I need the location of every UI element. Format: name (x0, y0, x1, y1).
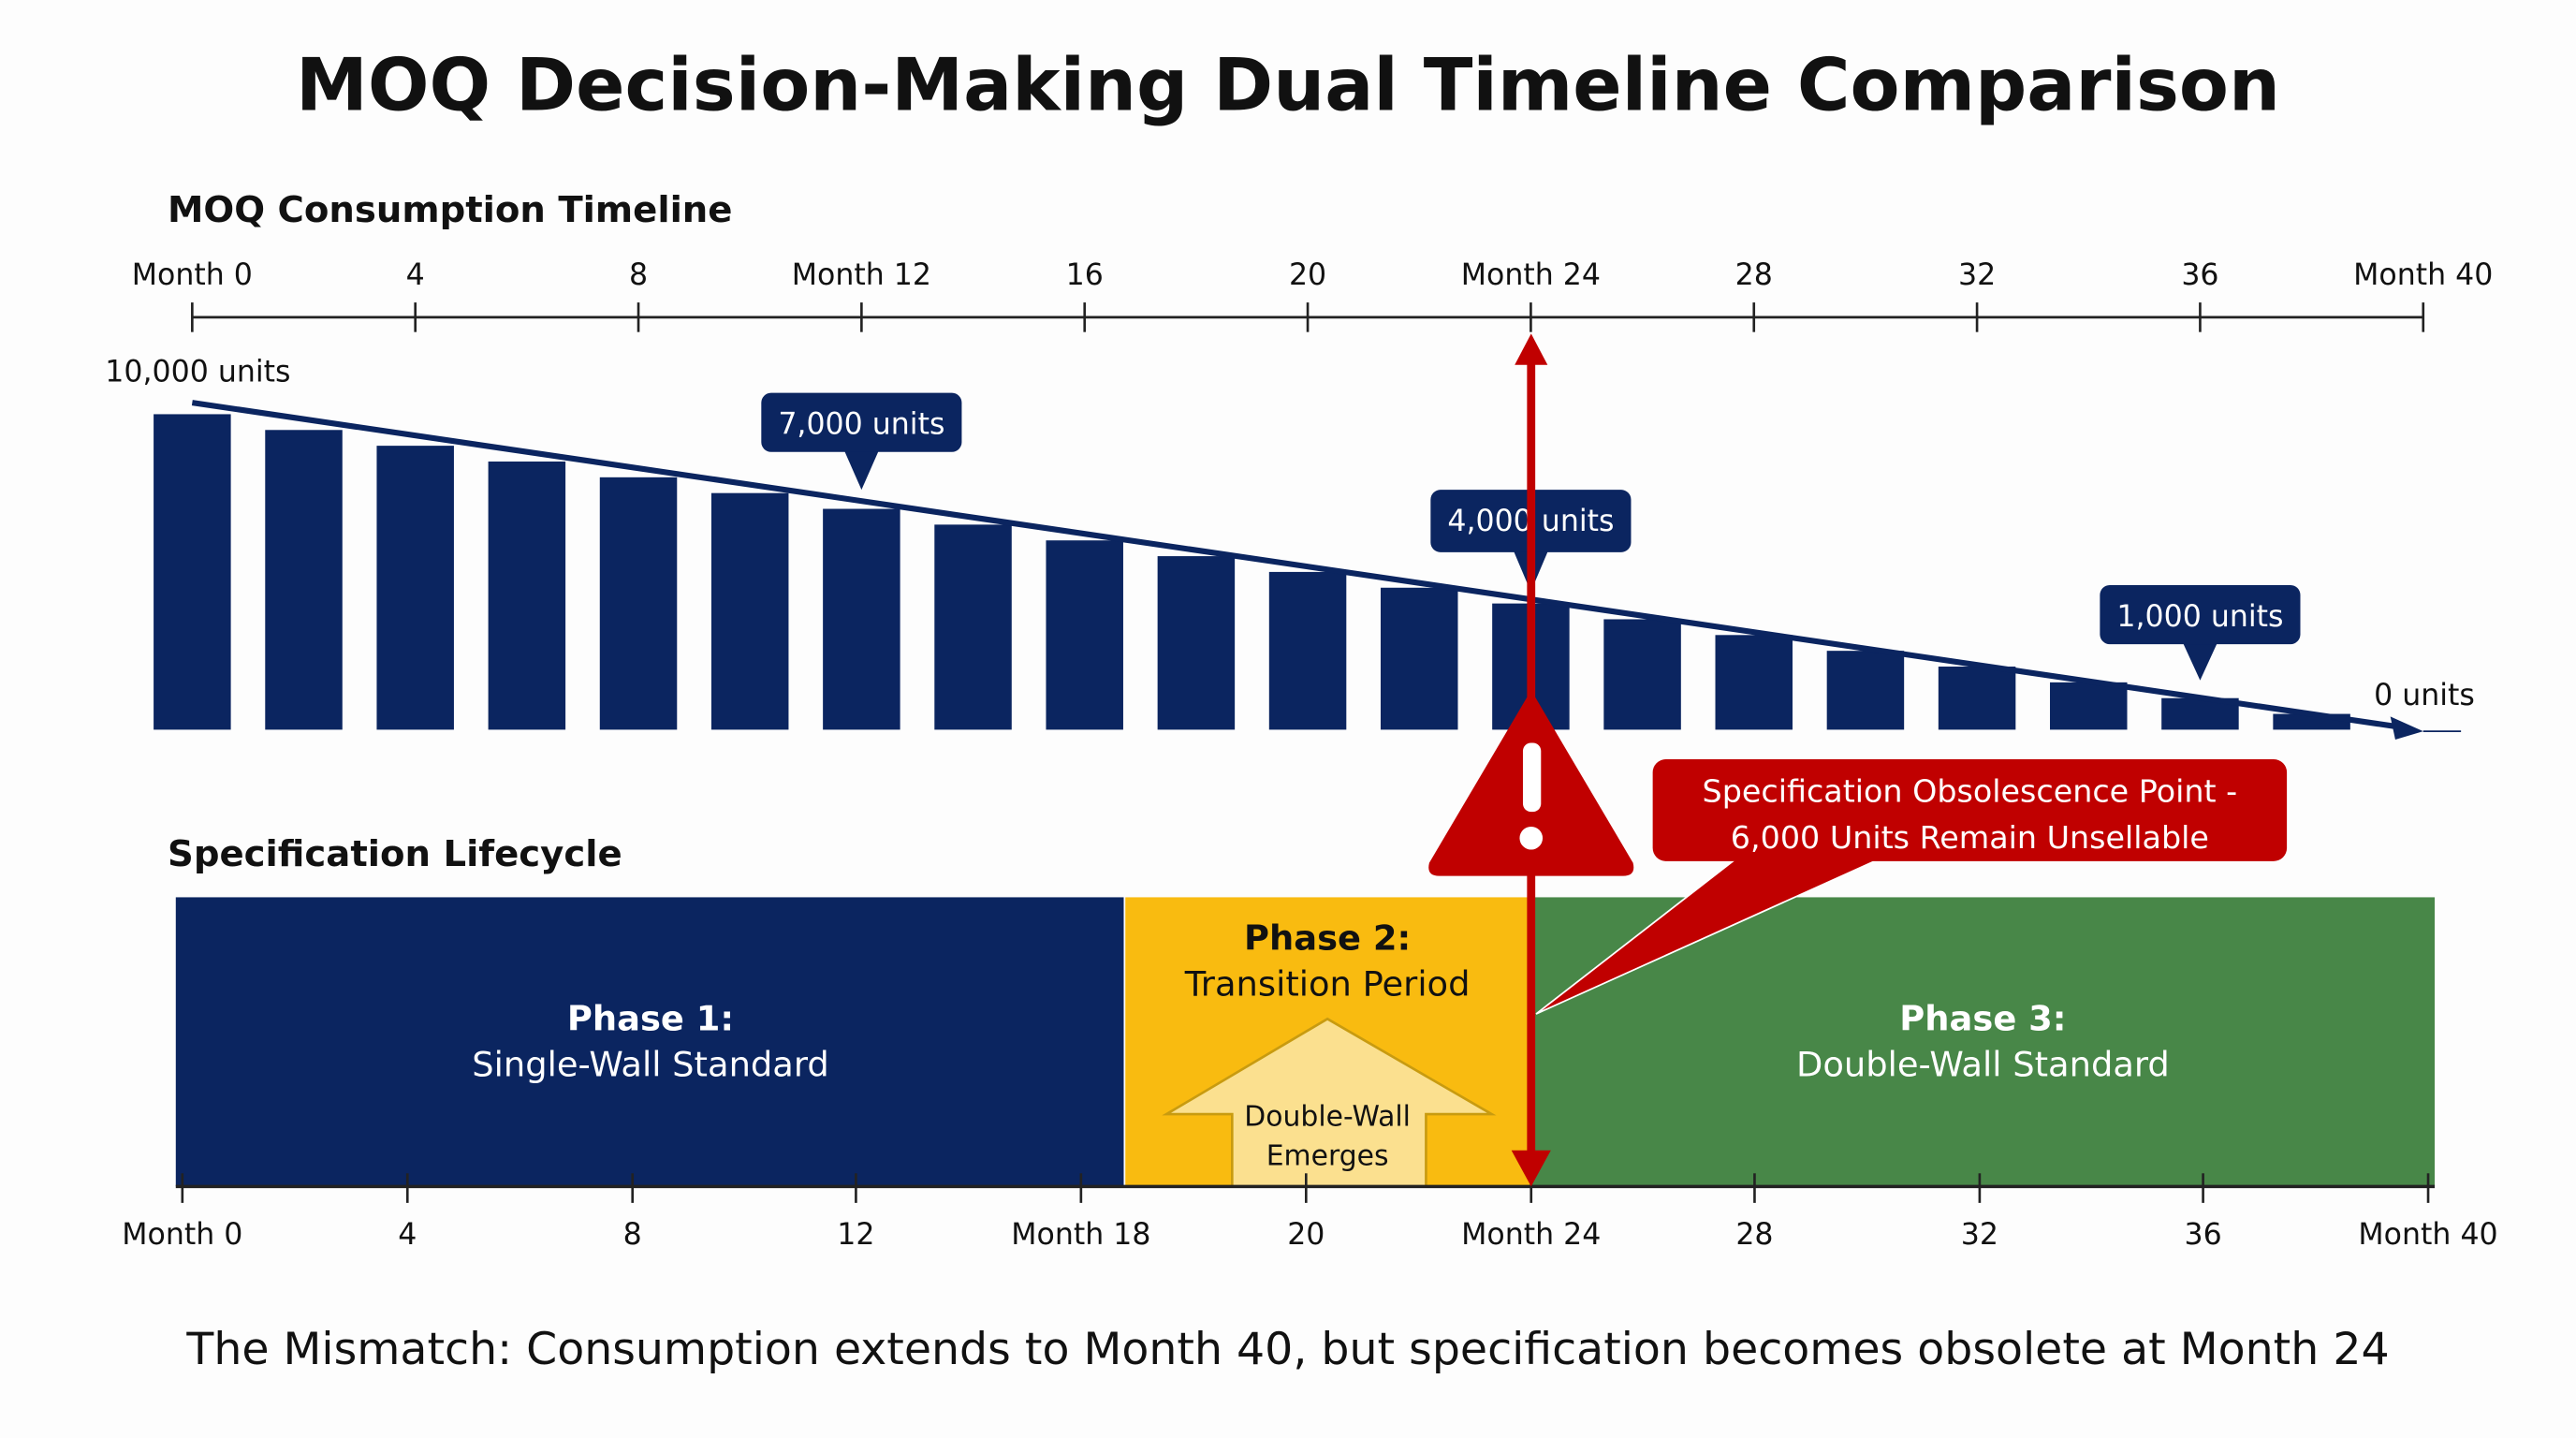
axis-tick-label: 28 (1735, 258, 1773, 292)
bar (1938, 667, 2016, 730)
axis-tick-label: 4 (406, 258, 425, 292)
bar (1603, 619, 1681, 730)
consumption-axis: Month 0 4 8 Month 12 16 20 Month 24 28 32 36 Month… (132, 258, 2493, 332)
axis-tick-label: Month 12 (792, 258, 931, 292)
axis-tick-label: Month 0 (122, 1218, 242, 1252)
bar (265, 430, 343, 730)
phase-subtitle: Single-Wall Standard (472, 1045, 829, 1085)
lifecycle-axis: Month 0 4 8 12 Month 18 20 Month 24 28 32 36 Month… (122, 1173, 2498, 1252)
obsolescence-marker: Specification Obsolescence Point - 6,000… (1428, 333, 2288, 1187)
page-title: MOQ Decision-Making Dual Timeline Compar… (296, 44, 2280, 128)
bar (1046, 540, 1123, 730)
obsolescence-line1: Specification Obsolescence Point - (1703, 773, 2238, 810)
footer-summary: The Mismatch: Consumption extends to Mon… (185, 1324, 2389, 1375)
phase-title: Phase 1: (567, 999, 734, 1039)
units-callout: 7,000 units (761, 392, 962, 491)
obsolescence-callout: Specification Obsolescence Point - 6,000… (1535, 759, 2288, 1015)
axis-tick-label: 16 (1066, 258, 1104, 292)
end-units-label: 0 units (2374, 679, 2475, 712)
emerges-line2: Emerges (1266, 1140, 1389, 1173)
bar (376, 446, 454, 730)
axis-tick-label: 4 (398, 1218, 417, 1252)
bar (2050, 682, 2128, 730)
trend-line-stroke (191, 400, 2408, 731)
axis-tick-label: 8 (629, 258, 648, 292)
bar (934, 524, 1012, 730)
warning-triangle-icon (1428, 690, 1634, 876)
bar (710, 492, 789, 730)
obsolescence-line2: 6,000 Units Remain Unsellable (1731, 819, 2209, 856)
units-callout: 1,000 units (2100, 584, 2301, 681)
start-units-label: 10,000 units (105, 355, 290, 389)
bar (1826, 651, 1905, 730)
axis-tick-label: 28 (1735, 1218, 1773, 1252)
trend-arrowhead (2390, 716, 2423, 740)
bar (488, 461, 566, 730)
phase-subtitle: Transition Period (1184, 964, 1471, 1005)
axis-tick-label: 32 (1961, 1218, 1998, 1252)
bar (1380, 587, 1458, 730)
consumption-heading: MOQ Consumption Timeline (168, 189, 732, 231)
axis-tick-label: Month 40 (2353, 258, 2493, 292)
axis-tick-label: 8 (623, 1218, 642, 1252)
bar (1715, 635, 1793, 730)
axis-tick-label: Month 18 (1011, 1218, 1150, 1252)
bar (823, 508, 900, 730)
phase-title: Phase 2: (1244, 918, 1411, 959)
axis-tick-label: 32 (1958, 258, 1996, 292)
axis-tick-label: 36 (2184, 1218, 2221, 1252)
axis-tick-label: 20 (1289, 258, 1326, 292)
emerges-line1: Double-Wall (1244, 1100, 1411, 1133)
axis-tick-label: Month 0 (132, 258, 253, 292)
lifecycle-heading: Specification Lifecycle (168, 833, 622, 875)
phase-subtitle: Double-Wall Standard (1796, 1045, 2170, 1085)
axis-tick-label: 12 (837, 1218, 874, 1252)
bar (154, 414, 231, 730)
units-callout-label: 7,000 units (778, 407, 944, 441)
bar (1268, 571, 1347, 730)
phase-1-block: Phase 1: Single-Wall Standard (175, 897, 1124, 1187)
axis-tick-label: Month 24 (1461, 258, 1601, 292)
units-callout-label: 1,000 units (2116, 600, 2283, 634)
axis-tick-label: Month 24 (1461, 1218, 1601, 1252)
phase-title: Phase 3: (1899, 999, 2066, 1039)
bar (599, 477, 678, 730)
axis-tick-label: 36 (2181, 258, 2218, 292)
bar (1157, 556, 1236, 730)
trend-line (191, 400, 2462, 740)
axis-tick-label: 20 (1287, 1218, 1325, 1252)
axis-tick-label: Month 40 (2358, 1218, 2497, 1252)
